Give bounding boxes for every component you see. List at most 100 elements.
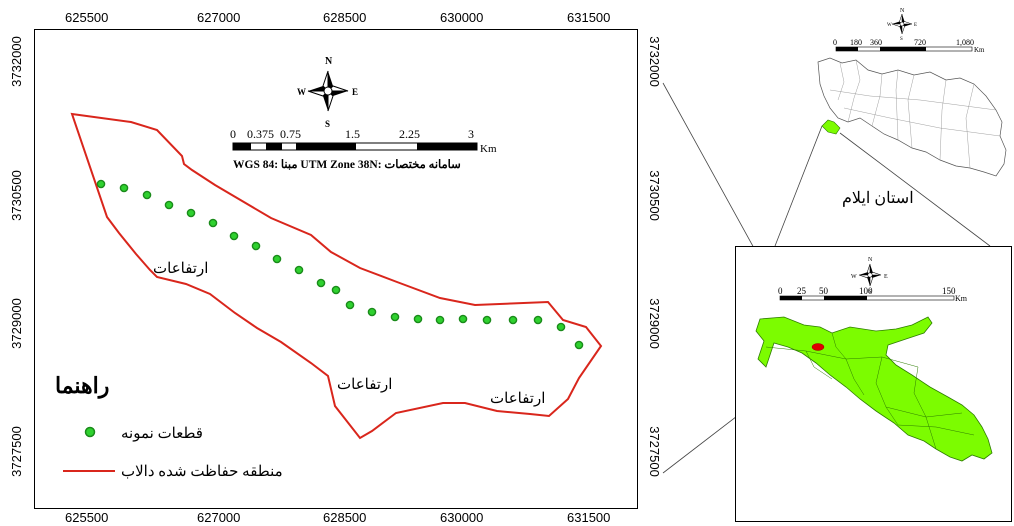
ilam-inset-frame: N S E W 0 25 50 100 150 Km (735, 246, 1012, 522)
scale-label: 1.5 (345, 127, 360, 141)
x-tick: 631500 (567, 10, 611, 25)
study-area-marker (811, 343, 825, 351)
east-label: E (352, 87, 358, 97)
sample-plot-dot-icon (229, 231, 239, 241)
scale-label: 100 (859, 286, 873, 296)
scale-unit: Km (955, 294, 968, 303)
iran-inset-canvas: N S E W 0 180 360 720 1,080 Km (817, 8, 1007, 177)
province-label: استان ایلام (842, 190, 914, 207)
legend-dot-icon (84, 426, 96, 438)
scale-label: 0.75 (280, 127, 301, 141)
map-canvas: N S E W 0 0.375 0.75 1.5 2.25 3 Km WGS 8… (55, 56, 603, 480)
x-tick: 625500 (65, 10, 109, 25)
iran-inset: N S E W 0 180 360 720 1,080 Km (810, 0, 1014, 190)
scale-label: 0 (230, 127, 236, 141)
scale-label: 150 (942, 286, 956, 296)
sample-plot-dot-icon (345, 300, 355, 310)
sample-plot-dot-icon (574, 340, 584, 350)
west-label: W (297, 87, 306, 97)
x-tick: 627000 (197, 510, 241, 525)
scale-unit: Km (974, 46, 985, 54)
county-borders (765, 332, 975, 450)
sample-plot-dot-icon (251, 241, 261, 251)
elevation-label: ارتفاعات (153, 261, 208, 277)
west-label: W (887, 23, 892, 28)
y-tick: 3727500 (8, 426, 24, 477)
east-label: E (914, 23, 917, 28)
east-label: E (884, 274, 888, 280)
y-tick: 3729000 (646, 298, 662, 349)
compass-icon (858, 263, 882, 287)
scale-label: 0 (833, 38, 837, 47)
x-tick: 628500 (323, 510, 367, 525)
coord-system-caption: WGS 84: مبنا UTM Zone 38N: سامانه مختصات (233, 158, 461, 171)
sample-plot-dot-icon (435, 315, 445, 325)
scale-label: 25 (797, 286, 807, 296)
north-label: N (900, 8, 905, 14)
sample-plot-dot-icon (331, 285, 341, 295)
north-label: N (868, 257, 873, 263)
sample-plot-dot-icon (96, 179, 106, 189)
sample-plot-dot-icon (533, 315, 543, 325)
elevation-label: ارتفاعات (490, 391, 545, 407)
legend-item-label: قطعات نمونه (121, 426, 203, 442)
map-frame: N S E W 0 0.375 0.75 1.5 2.25 3 Km WGS 8… (34, 29, 638, 509)
sample-plot-dot-icon (316, 278, 326, 288)
sample-plot-dot-icon (482, 315, 492, 325)
compass-icon (307, 70, 349, 112)
south-label: S (325, 119, 330, 129)
x-tick: 628500 (323, 10, 367, 25)
sample-plots (96, 179, 584, 350)
sample-plot-dot-icon (367, 307, 377, 317)
sample-plot-dot-icon (186, 208, 196, 218)
sample-plot-dot-icon (508, 315, 518, 325)
scale-bar (835, 46, 973, 52)
y-tick: 3730500 (646, 170, 662, 221)
scale-label: 1,080 (956, 38, 974, 47)
scale-bar (232, 142, 478, 151)
ilam-province-shape (755, 316, 993, 462)
x-tick: 627000 (197, 10, 241, 25)
scale-label: 180 (850, 38, 862, 47)
scale-label: 0.375 (247, 127, 274, 141)
elevation-label: ارتفاعات (337, 377, 392, 393)
x-tick: 625500 (65, 510, 109, 525)
sample-plot-dot-icon (413, 314, 423, 324)
scale-label: 720 (914, 38, 926, 47)
scale-label: 2.25 (399, 127, 420, 141)
y-tick: 3727500 (646, 426, 662, 477)
x-tick: 630000 (440, 10, 484, 25)
scale-label: 50 (819, 286, 829, 296)
province-borders (829, 59, 1001, 169)
y-tick: 3730500 (8, 170, 24, 221)
scale-label: 3 (468, 127, 474, 141)
sample-plot-dot-icon (164, 200, 174, 210)
scale-bar (779, 295, 955, 301)
south-label: S (900, 37, 903, 42)
ilam-inset-canvas: N S E W 0 25 50 100 150 Km (755, 257, 993, 462)
x-tick: 631500 (567, 510, 611, 525)
south-label: S (868, 289, 871, 295)
sample-plot-dot-icon (294, 265, 304, 275)
legend-item-label: منطقه حفاظت شده دالاب (121, 464, 283, 480)
legend-title: راهنما (55, 373, 109, 399)
scale-label: 0 (778, 286, 783, 296)
sample-plot-dot-icon (119, 183, 129, 193)
y-tick: 3732000 (8, 36, 24, 87)
x-tick: 630000 (440, 510, 484, 525)
y-tick: 3729000 (8, 298, 24, 349)
scale-label: 360 (870, 38, 882, 47)
sample-plot-dot-icon (556, 322, 566, 332)
protected-area-boundary (70, 112, 603, 440)
sample-plot-dot-icon (142, 190, 152, 200)
sample-plot-dot-icon (390, 312, 400, 322)
sample-plot-dot-icon (272, 254, 282, 264)
iran-country-outline (817, 57, 1007, 177)
ilam-province-highlight (821, 119, 841, 135)
sample-plot-dot-icon (208, 218, 218, 228)
west-label: W (851, 274, 857, 280)
scale-unit: Km (480, 143, 497, 155)
sample-plot-dot-icon (458, 314, 468, 324)
y-tick: 3732000 (646, 36, 662, 87)
north-label: N (325, 56, 333, 67)
